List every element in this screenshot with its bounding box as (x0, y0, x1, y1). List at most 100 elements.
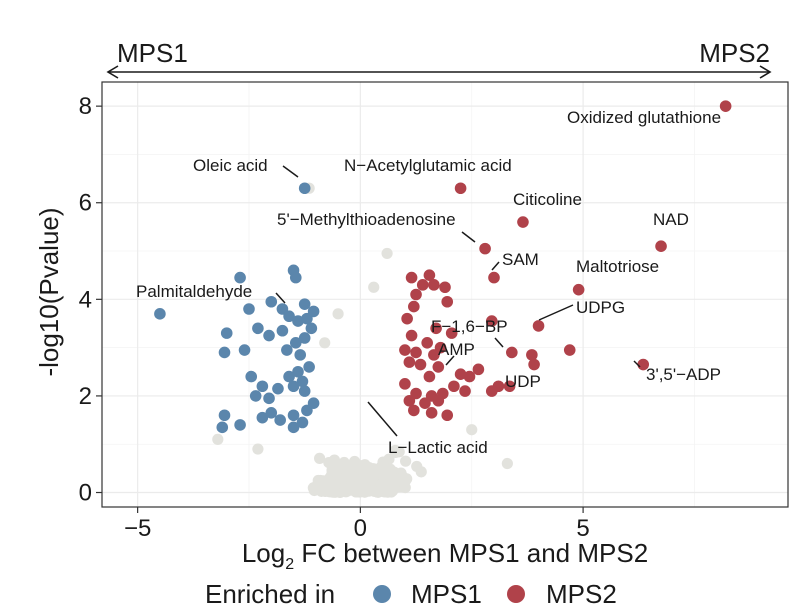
leader-udpg (538, 304, 574, 321)
ns-point (345, 481, 357, 493)
point-mps1 (272, 382, 284, 395)
y-axis-title: -log10(Pvalue) (34, 207, 64, 376)
point-mps2 (416, 279, 429, 291)
direction-label-left: MPS1 (117, 38, 188, 68)
point-mps2 (408, 300, 420, 313)
x-axis-title-subscript: 2 (285, 556, 294, 573)
point-mps2 (655, 240, 667, 253)
leader-amp (445, 355, 455, 366)
leader-palmitaldehyde (275, 292, 286, 304)
point-mps2 (572, 283, 585, 296)
label-udpg: UDPG (576, 298, 625, 317)
point-mps1 (274, 414, 286, 426)
point-mps2 (439, 281, 451, 294)
point-mps2 (423, 370, 436, 383)
point-mps2 (488, 271, 500, 284)
ns-point (376, 478, 388, 490)
point-mps1 (289, 271, 302, 284)
point-mps2 (410, 346, 422, 359)
point-mps1 (238, 344, 251, 356)
legend-key-mps1 (373, 585, 391, 603)
point-mps1 (296, 416, 309, 429)
point-mps2 (454, 182, 467, 195)
y-tick-label: 4 (79, 286, 92, 313)
point-mps1 (218, 409, 231, 422)
point-mps2 (448, 380, 460, 393)
y-tick-label: 0 (79, 480, 92, 507)
ns-point (368, 281, 380, 293)
point-mps1 (234, 419, 246, 431)
point-mps1 (243, 303, 255, 315)
ns-point (359, 486, 371, 498)
ns-point (332, 308, 344, 320)
x-axis-title: Log2 FC between MPS1 and MPS2 (242, 538, 648, 573)
ns-point (381, 247, 393, 260)
ns-point (212, 433, 224, 445)
plot-panel-border (101, 81, 789, 508)
point-mps1 (216, 421, 229, 434)
point-mps2 (399, 344, 411, 356)
leader-5-methylthioadenosine (461, 231, 476, 243)
x-tick-label: 5 (576, 515, 589, 542)
point-mps2 (419, 397, 431, 409)
legend-label-mps1: MPS1 (411, 579, 482, 609)
point-mps1 (298, 332, 311, 344)
x-axis-title-prefix: Log (242, 538, 285, 568)
label-5-methylthioadenosine: 5'−Methylthioadenosine (277, 210, 456, 229)
leader-oleic-acid (282, 165, 299, 178)
label-sam: SAM (502, 250, 539, 269)
point-mps2 (719, 100, 732, 112)
point-mps1 (252, 322, 264, 335)
point-mps2 (408, 404, 420, 417)
point-mps2 (528, 358, 540, 371)
point-mps2 (405, 271, 418, 284)
direction-arrow-right-head (759, 65, 772, 79)
point-mps1 (276, 324, 289, 337)
direction-label-right: MPS2 (699, 38, 770, 68)
point-mps1 (287, 409, 300, 422)
point-mps1 (298, 385, 311, 397)
point-mps2 (445, 327, 458, 339)
ns-point (314, 452, 326, 464)
point-mps2 (425, 407, 438, 419)
ns-point (319, 337, 331, 349)
direction-arrow: MPS1 MPS2 (106, 38, 772, 79)
point-mps2 (485, 385, 498, 397)
point-mps2 (432, 361, 445, 373)
point-mps1 (287, 421, 300, 434)
point-mps1 (296, 375, 309, 388)
leader-3-5-adp (633, 360, 641, 368)
ns-point (411, 460, 423, 473)
point-mps2 (432, 394, 445, 407)
ns-point (466, 424, 478, 436)
point-mps1 (307, 305, 320, 318)
point-mps2 (479, 242, 491, 255)
legend-key-mps2 (507, 585, 525, 603)
y-tick-label: 6 (79, 190, 92, 217)
ns-point (377, 456, 389, 468)
point-mps1 (287, 380, 300, 393)
point-mps1 (294, 349, 307, 361)
point-mps1 (289, 336, 302, 349)
ns-point (501, 457, 513, 470)
point-mps2 (423, 269, 436, 281)
ns-point (345, 470, 358, 482)
label-oxidized-glutathione: Oxidized glutathione (567, 108, 721, 127)
point-mps1 (298, 298, 311, 310)
significant-points (154, 100, 732, 434)
point-mps2 (485, 315, 498, 327)
point-mps1 (305, 322, 318, 335)
point-mps1 (245, 370, 258, 383)
ns-point (331, 465, 343, 477)
x-axis-title-suffix: FC between MPS1 and MPS2 (294, 538, 648, 568)
point-mps2 (459, 385, 471, 397)
point-mps2 (472, 363, 485, 376)
point-mps2 (405, 329, 418, 342)
point-mps2 (532, 320, 545, 332)
point-mps2 (441, 295, 454, 308)
ns-point (389, 444, 401, 457)
point-mps1 (154, 308, 166, 320)
label-n-acetylglutamic-acid: N−Acetylglutamic acid (344, 156, 512, 175)
ns-point (367, 466, 379, 478)
